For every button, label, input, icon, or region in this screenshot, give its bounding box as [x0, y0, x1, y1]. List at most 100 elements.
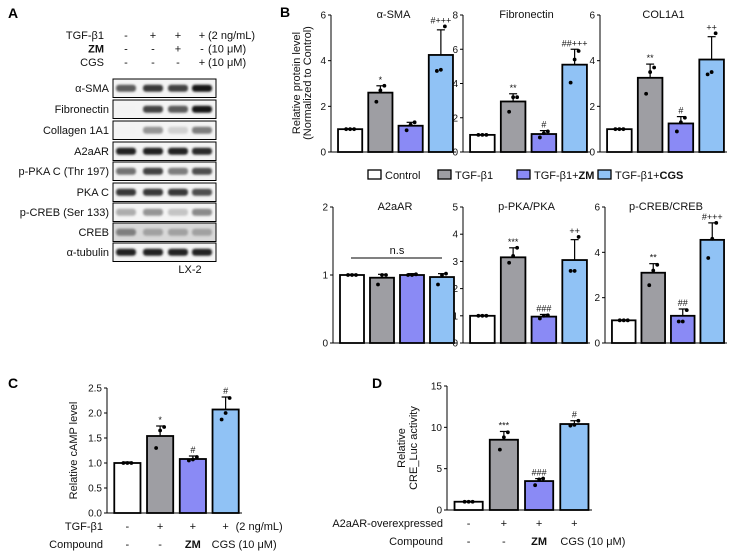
data-point [352, 127, 357, 132]
data-point [515, 245, 520, 250]
y-axis-label: Relative protein level [291, 32, 303, 134]
data-point [476, 132, 481, 137]
blot-band [168, 208, 188, 216]
data-point [576, 235, 581, 239]
blot-band [168, 126, 188, 134]
bar [488, 438, 519, 511]
y-tick-label: 2.5 [88, 384, 102, 395]
significance-label: # [541, 120, 546, 130]
significance-label: *** [499, 420, 510, 430]
blot-band [116, 228, 136, 236]
data-point [541, 476, 546, 481]
condition-sign: - [151, 44, 155, 56]
data-point [533, 483, 538, 488]
condition-value: + [571, 518, 577, 530]
blot-band [192, 105, 212, 113]
data-point [376, 282, 380, 287]
condition-sign: + [199, 57, 205, 69]
significance-label: ++ [706, 22, 717, 32]
legend-item: TGF-β1+ZM [516, 169, 594, 182]
data-point [617, 127, 622, 132]
y-tick-label: 0 [589, 148, 595, 159]
data-point [406, 273, 410, 277]
significance-label: #+++ [702, 212, 723, 222]
legend-label: TGF-β1+CGS [615, 170, 683, 182]
condition-value: - [126, 539, 130, 551]
blot-band [143, 126, 163, 134]
data-point [466, 499, 471, 504]
condition-value: + [222, 521, 228, 533]
data-point [710, 236, 715, 241]
condition-value: + [157, 521, 163, 533]
blot-band [116, 248, 136, 256]
bar [469, 314, 496, 344]
data-point [484, 132, 489, 137]
significance-label: # [223, 386, 228, 396]
data-point [568, 423, 573, 428]
blot-frame [112, 182, 217, 202]
chart-title: Fibronectin [499, 9, 553, 21]
blot-frame [112, 222, 217, 242]
y-tick-label: 15 [431, 382, 443, 393]
y-tick-label: 5 [452, 203, 458, 214]
legend-label-bold: CGS [660, 170, 684, 182]
y-tick-label: 1 [322, 271, 328, 282]
condition-value: ZM [531, 536, 547, 548]
data-point [382, 83, 387, 88]
blot-band [192, 147, 212, 155]
condition-label: TGF-β1 [66, 30, 104, 42]
chart-a2a: 0 1 2 A2aAR n.s [322, 201, 457, 350]
data-point [350, 273, 354, 277]
data-point [344, 127, 349, 132]
condition-sign: + [199, 30, 205, 42]
blot-strip [112, 141, 217, 161]
y-tick-label: 0 [452, 339, 458, 350]
significance-label: ** [650, 253, 658, 263]
y-tick-label: 0 [322, 339, 328, 350]
chart-pka: 0 1 2 3 4 5 p-PKA/PKA *** ### ++ [452, 201, 590, 350]
y-tick-label: 8 [452, 11, 458, 22]
cell-line-label: LX-2 [178, 264, 201, 276]
data-point [511, 95, 516, 100]
condition-label: A2aAR-overexpressed [332, 518, 443, 530]
significance-label: ##+++ [562, 38, 588, 48]
data-point [354, 273, 358, 277]
data-point [378, 88, 383, 93]
bar [699, 238, 725, 344]
significance-label: ## [678, 298, 688, 308]
data-point [652, 65, 657, 70]
y-tick-label: 10 [431, 423, 443, 434]
data-point [501, 435, 506, 440]
data-point [384, 273, 388, 277]
legend-label: Control [385, 170, 420, 182]
legend-swatch [516, 169, 531, 180]
y-axis-label: CRE_Luc activity [408, 406, 420, 490]
data-point [462, 499, 467, 504]
condition-sign: + [175, 44, 181, 56]
blot-band [168, 167, 188, 175]
data-point [507, 109, 512, 114]
data-point [576, 49, 581, 53]
data-point [572, 422, 577, 427]
y-tick-label: 0 [320, 148, 326, 159]
legend-label-text: TGF-β1 [455, 170, 493, 182]
data-point [680, 319, 685, 324]
blot-strip [112, 99, 217, 119]
chart-col: 0 2 4 6 COL1A1 ** # ++ [589, 9, 727, 159]
y-tick-label: 6 [589, 11, 595, 22]
legend-swatch [367, 169, 382, 180]
significance-label: * [158, 415, 162, 425]
data-point [404, 128, 409, 133]
legend-label: TGF-β1 [455, 170, 493, 182]
y-tick-label: 6 [452, 45, 458, 56]
blot-band [116, 126, 136, 134]
blot-band [168, 228, 188, 236]
significance-label: *** [508, 237, 519, 247]
legend-item: Control [367, 169, 420, 182]
y-axis-label: Relative [396, 428, 408, 468]
chart-title: p-PKA/PKA [498, 201, 556, 213]
data-point [154, 446, 159, 450]
significance-label: # [678, 106, 683, 116]
data-point [438, 67, 443, 72]
data-point [682, 115, 687, 120]
